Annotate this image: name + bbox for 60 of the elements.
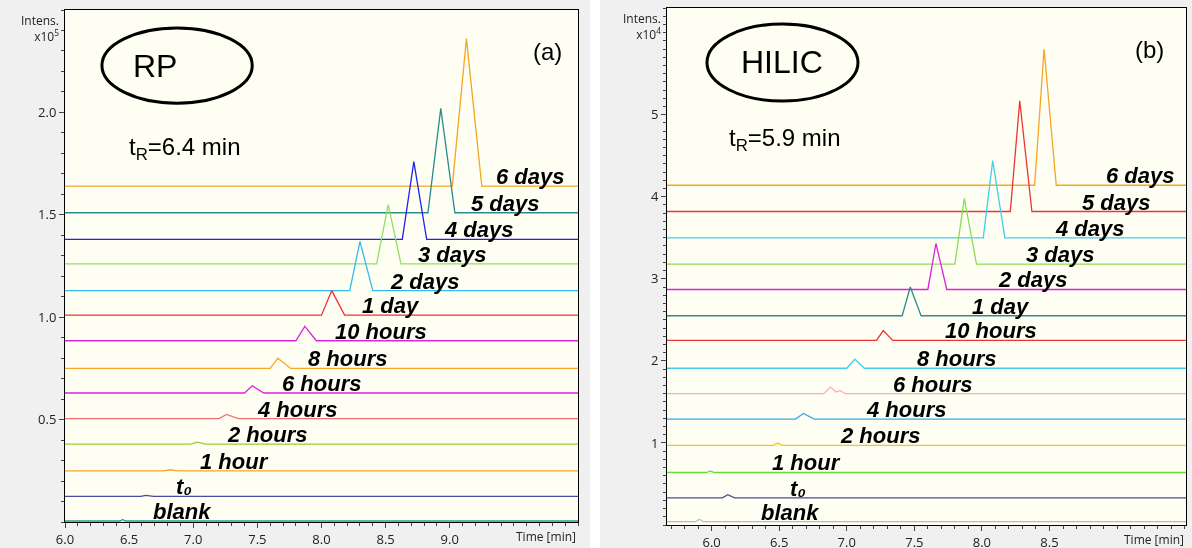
series-label: 4 hours: [866, 397, 947, 422]
y-tick-label: 1: [650, 433, 659, 452]
series-label: t₀: [790, 476, 807, 501]
series-label: 6 hours: [282, 371, 362, 396]
y-tick-label: 1.5: [38, 205, 57, 224]
y-tick-label: 2.0: [38, 102, 57, 121]
series-label: 1 hour: [772, 450, 841, 475]
series-label: 4 days: [1055, 216, 1125, 241]
series-label: 1 day: [972, 294, 1031, 319]
x-tick-label: 9.0: [440, 529, 459, 548]
series-label: t₀: [176, 474, 193, 499]
series-label: 3 days: [1026, 242, 1095, 267]
series-label: 10 hours: [945, 318, 1037, 343]
series-label: 4 hours: [257, 397, 338, 422]
series-label: 2 hours: [227, 422, 308, 447]
series-label: blank: [761, 500, 821, 525]
series-label: 6 hours: [893, 372, 973, 397]
series-label: 6 days: [496, 164, 565, 189]
x-tick-label: 7.5: [248, 529, 267, 548]
annotation: RP: [133, 48, 178, 84]
series-label: 2 days: [998, 267, 1068, 292]
series-label: 5 days: [471, 191, 540, 216]
x-tick-label: 7.0: [184, 529, 203, 548]
series-label: 1 hour: [200, 449, 269, 474]
series-label: 4 days: [444, 217, 514, 242]
x-tick-label: 8.0: [972, 532, 992, 548]
y-tick-label: 3: [650, 269, 659, 288]
x-tick-label: 8.5: [376, 529, 395, 548]
series-label: 1 day: [362, 293, 421, 318]
y-tick-label: 4: [650, 187, 659, 206]
annotation: (b): [1135, 36, 1165, 63]
x-tick-label: 8.5: [1040, 532, 1059, 548]
series-label: 2 hours: [840, 423, 921, 448]
series-label: 8 hours: [308, 346, 388, 371]
annotation: t$_{R}$=6.4 min: [129, 133, 241, 165]
x-tick-label: 6.5: [119, 529, 139, 548]
series-label: 10 hours: [335, 319, 427, 344]
x-tick-label: 7.0: [837, 532, 856, 548]
series-label: blank: [153, 499, 213, 524]
series-label: 6 days: [1106, 163, 1175, 188]
y-tick-label: 5: [650, 105, 659, 124]
y-tick-label: 2: [650, 351, 659, 370]
y-tick-label: 1.0: [38, 307, 57, 326]
x-tick-label: 6.0: [702, 532, 721, 548]
x-axis-title: Time [min]: [1124, 531, 1184, 548]
annotation: (a): [533, 38, 563, 65]
y-tick-label: 0.5: [38, 410, 57, 429]
series-label: 8 hours: [917, 346, 997, 371]
y-axis-title: Intens. x10$^{4}$: [623, 10, 662, 43]
annotation: t$_{R}$=5.9 min: [729, 124, 841, 156]
x-axis-title: Time [min]: [516, 528, 576, 545]
annotation: HILIC: [741, 44, 823, 80]
series-label: 5 days: [1082, 190, 1151, 215]
x-tick-label: 6.5: [770, 532, 789, 548]
y-axis-title: Intens. x10$^{5}$: [21, 12, 60, 45]
series-label: 3 days: [418, 242, 487, 267]
x-tick-label: 6.0: [55, 529, 75, 548]
x-tick-label: 8.0: [312, 529, 331, 548]
series-label: 2 days: [390, 269, 460, 294]
x-tick-label: 7.5: [905, 532, 924, 548]
